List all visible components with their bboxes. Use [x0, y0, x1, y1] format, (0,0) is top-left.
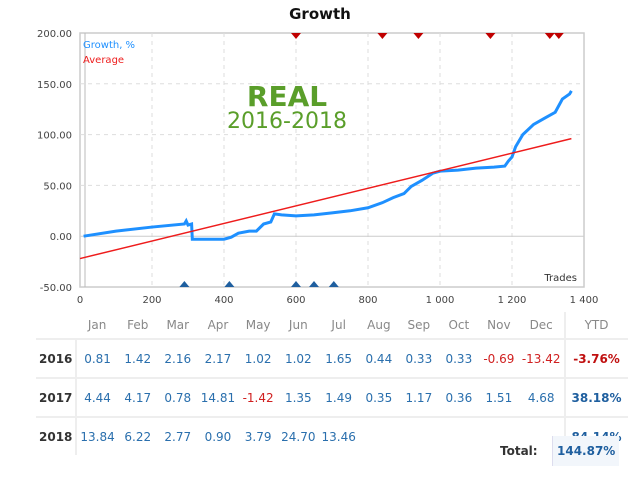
deposit-marker [179, 281, 190, 287]
month-value: 0.35 [358, 377, 399, 417]
month-value: -1.42 [238, 377, 279, 417]
x-tick-label: 800 [358, 295, 377, 306]
x-tick-label: 400 [214, 295, 233, 306]
x-tick-label: 0 [77, 295, 83, 306]
month-value: 0.36 [438, 377, 479, 417]
column-header: Nov [487, 318, 511, 332]
month-value: -13.42 [518, 338, 565, 378]
month-value: 1.42 [117, 338, 158, 378]
month-value: 1.17 [398, 377, 439, 417]
month-value [398, 416, 439, 455]
month-value: 2.17 [197, 338, 239, 378]
month-value [478, 416, 519, 455]
column-header: Sep [407, 318, 431, 332]
withdrawal-marker [553, 33, 564, 39]
month-value: -0.69 [478, 338, 519, 378]
table-row: 2016 0.81 1.42 2.16 2.17 1.02 1.02 1.65 0.44 0.33… [36, 338, 628, 378]
withdrawal-marker [413, 33, 424, 39]
deposit-marker [309, 281, 319, 287]
growth-chart: 0 200 400 600 800 1 000 1 200 1 400 200.00 150.00… [37, 29, 599, 306]
plot-frame [79, 32, 585, 288]
table-row: 2017 4.44 4.17 0.78 14.81 -1.42 1.35 1.49 0.35 1.… [36, 377, 628, 417]
total-row: Total: 144.87% [500, 436, 620, 466]
deposit-marker [328, 281, 339, 287]
year-label: 2018 [36, 416, 78, 455]
month-value: 13.84 [76, 416, 118, 455]
column-header: Feb [127, 318, 149, 332]
total-value: 144.87% [552, 436, 620, 466]
series-line-average [79, 137, 572, 260]
month-value: 1.02 [278, 338, 319, 378]
withdrawal-marker [485, 33, 496, 39]
withdrawal-marker [544, 33, 555, 39]
y-tick-label: 50.00 [43, 181, 72, 192]
month-value: 4.17 [117, 377, 158, 417]
month-value: 0.33 [438, 338, 479, 378]
column-header: Apr [207, 318, 229, 332]
month-value [518, 416, 565, 455]
x-axis-label: Trades [543, 273, 577, 284]
month-value: 1.51 [478, 377, 519, 417]
legend-entry: Average [83, 55, 124, 66]
year-label: 2017 [36, 377, 78, 417]
column-header: May [245, 318, 271, 332]
x-tick-label: 1 200 [498, 295, 527, 306]
x-tick-label: 200 [142, 295, 161, 306]
x-tick-label: 1 000 [426, 295, 455, 306]
month-value: 0.33 [398, 338, 439, 378]
column-header: Jun [288, 318, 308, 332]
month-value: 2.77 [157, 416, 198, 455]
month-value: 1.35 [278, 377, 319, 417]
deposit-marker [291, 281, 301, 287]
month-value: 14.81 [197, 377, 239, 417]
series-line-growth [83, 90, 573, 241]
deposit-marker [224, 281, 235, 287]
month-value: 4.68 [518, 377, 565, 417]
y-tick-label: 0.00 [50, 232, 72, 243]
ytd-value: 38.18% [563, 377, 628, 417]
y-tick-label: 200.00 [37, 29, 72, 40]
month-value: 6.22 [117, 416, 158, 455]
column-header: Oct [448, 318, 470, 332]
chart-title: Growth [289, 5, 351, 23]
legend-entry: Growth, % [83, 40, 135, 51]
month-value: 4.44 [76, 377, 118, 417]
year-label: 2016 [36, 338, 78, 378]
month-value: 1.02 [238, 338, 279, 378]
month-value: 0.44 [358, 338, 399, 378]
x-tick-label: 600 [286, 295, 305, 306]
month-value: 3.79 [238, 416, 279, 455]
month-value [358, 416, 399, 455]
month-value: 1.65 [318, 338, 359, 378]
x-tick-label: 1 400 [570, 295, 599, 306]
column-header: Jul [331, 318, 346, 332]
column-header: Jan [87, 318, 107, 332]
withdrawal-marker [377, 33, 388, 39]
month-value: 2.16 [157, 338, 198, 378]
y-tick-label: -50.00 [40, 283, 72, 294]
watermark-years: 2016-2018 [227, 109, 347, 134]
month-value: 13.46 [318, 416, 359, 455]
y-tick-label: 150.00 [37, 80, 72, 91]
month-value [438, 416, 479, 455]
total-label: Total: [500, 444, 538, 458]
column-header: Aug [367, 318, 391, 332]
column-header: Dec [529, 318, 553, 332]
monthly-returns-table: Jan Feb Mar Apr May Jun Jul Aug Sep Oct Nov Dec YTD … [36, 312, 628, 455]
month-value: 24.70 [278, 416, 319, 455]
watermark-real: REAL [247, 80, 327, 113]
table-row: 201813.846.222.770.903.7924.7013.4684.14… [36, 416, 628, 455]
month-value: 0.81 [76, 338, 118, 378]
column-header: YTD [563, 312, 628, 339]
y-tick-label: 100.00 [37, 131, 72, 142]
month-value: 0.90 [197, 416, 239, 455]
withdrawal-marker [291, 33, 301, 39]
ytd-value: -3.76% [563, 338, 628, 378]
column-header: Mar [166, 318, 190, 332]
month-value: 1.49 [318, 377, 359, 417]
month-value: 0.78 [157, 377, 198, 417]
